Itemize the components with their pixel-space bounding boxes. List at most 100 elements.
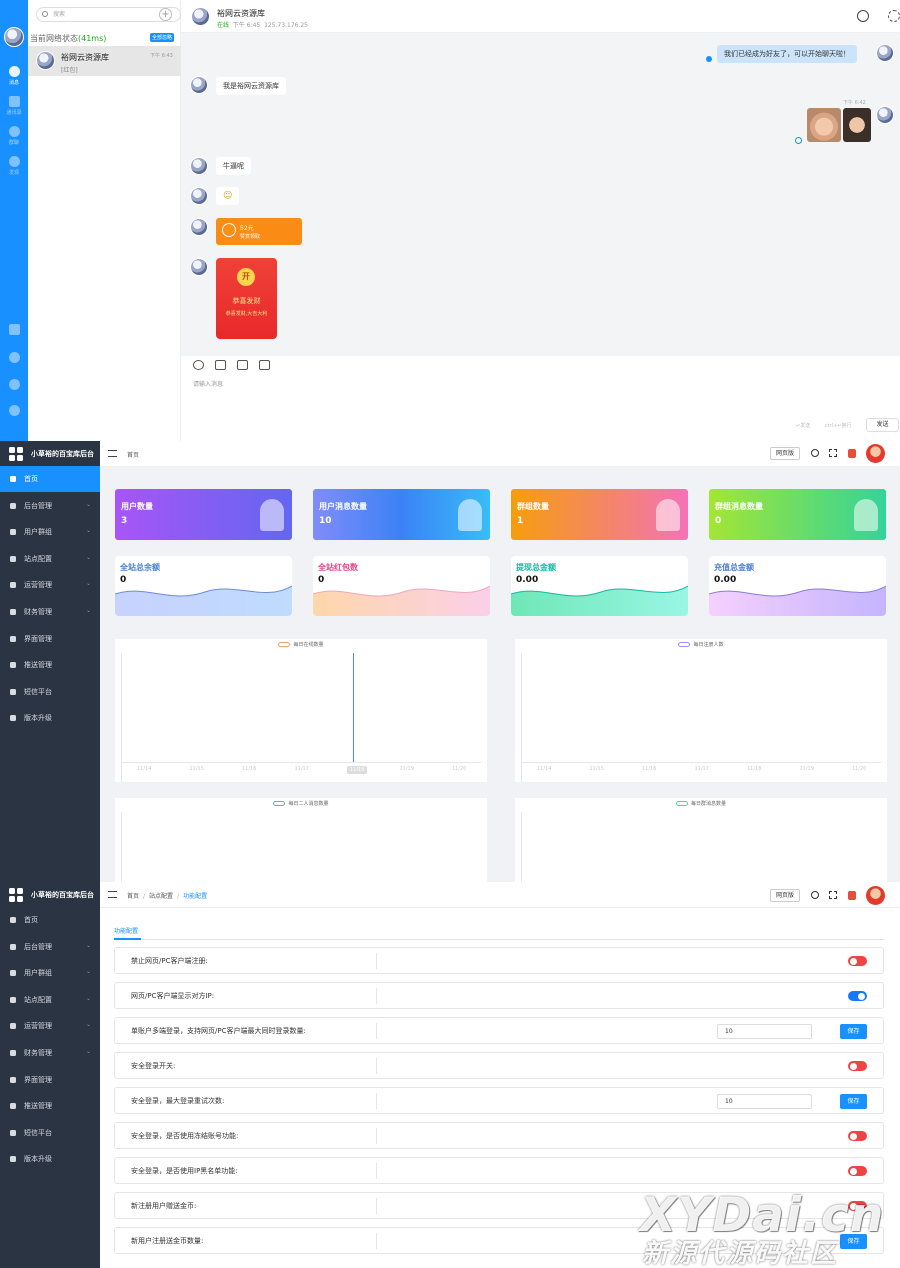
self-avatar [876, 44, 894, 62]
config-toggle[interactable] [848, 1201, 867, 1211]
menu-fold-icon[interactable] [108, 891, 117, 898]
breadcrumb: 首页 / 站点配置 / 功能配置 [127, 893, 208, 900]
backend-icon [10, 943, 16, 950]
my-avatar[interactable] [4, 27, 24, 47]
sidebar-item-interface[interactable]: 界面管理 [0, 1067, 100, 1093]
stat-card[interactable]: 用户消息数量 10 [313, 489, 490, 540]
rail-groups[interactable]: 群聊 [0, 126, 28, 146]
config-toggle[interactable] [848, 956, 867, 966]
sidebar-item-user-groups[interactable]: 用户群组 ⌄ [0, 519, 100, 545]
image-icon[interactable] [215, 360, 226, 370]
sidebar-item-upgrade[interactable]: 版本升级 [0, 1146, 100, 1172]
sidebar-item-site-config[interactable]: 站点配置 ⌄ [0, 987, 100, 1013]
config-toggle[interactable] [848, 991, 867, 1001]
config-number-input[interactable]: 10 [717, 1094, 812, 1109]
web-version-button[interactable]: 网页版 [770, 889, 800, 902]
sidebar-item-sms[interactable]: 短信平台 [0, 1120, 100, 1146]
x-tick-label: 11/19 [799, 766, 814, 772]
watermark: XYDai.cn [640, 1188, 885, 1243]
admin-avatar[interactable] [866, 444, 885, 463]
sidebar-item-user-groups[interactable]: 用户群组 ⌄ [0, 960, 100, 986]
money-card[interactable]: 充值总金额 0.00 [709, 556, 886, 616]
transfer-amount: 52元 [240, 225, 254, 232]
save-button[interactable]: 保存 [840, 1094, 867, 1109]
search-icon[interactable] [811, 891, 819, 899]
fullscreen-icon[interactable] [829, 449, 837, 457]
ignore-all-button[interactable]: 全部忽略 [150, 33, 175, 42]
admin-sidebar [0, 441, 100, 882]
sidebar-item-operations[interactable]: 运营管理 ⌄ [0, 1013, 100, 1039]
chart-legend[interactable]: 每日群消息数量 [515, 800, 887, 807]
fullscreen-icon[interactable] [829, 891, 837, 899]
admin-avatar[interactable] [866, 886, 885, 905]
send-button[interactable]: 发送 [866, 418, 899, 432]
contact-avatar-msg [190, 187, 208, 205]
contact-status: 在线 下午 6:45 125.73.176.25 [217, 22, 308, 29]
tab-function-config[interactable]: 功能配置 [114, 928, 139, 935]
sidebar-item-backend[interactable]: 后台管理 ⌄ [0, 493, 100, 519]
emoji-message[interactable]: ☺ [216, 187, 240, 205]
sidebar-item-push[interactable]: 推送管理 [0, 1093, 100, 1119]
chart-legend[interactable]: 每日注册人数 [515, 641, 887, 648]
chart-legend[interactable]: 每日在线数量 [115, 641, 487, 648]
sidebar-item-interface[interactable]: 界面管理 [0, 626, 100, 652]
money-card[interactable]: 提现总金额 0.00 [511, 556, 688, 616]
rail-calendar[interactable] [0, 324, 28, 337]
sidebar-item-finance[interactable]: 财务管理 ⌄ [0, 1040, 100, 1066]
sidebar-item-site-config[interactable]: 站点配置 ⌄ [0, 546, 100, 572]
y-axis [521, 812, 522, 882]
push-icon [10, 1103, 16, 1110]
money-card[interactable]: 全站总余额 0 [115, 556, 292, 616]
video-icon[interactable] [237, 360, 248, 370]
row-divider [376, 1128, 377, 1144]
save-button[interactable]: 保存 [840, 1024, 867, 1039]
menu-fold-icon[interactable] [108, 450, 117, 457]
sidebar-item-operations[interactable]: 运营管理 ⌄ [0, 572, 100, 598]
people-icon [854, 499, 878, 531]
rail-send[interactable] [0, 379, 28, 392]
rail-discover[interactable]: 发现 [0, 156, 28, 176]
sidebar-item-home[interactable]: 首页 [0, 907, 100, 933]
tab-underline [114, 938, 141, 940]
row-divider [376, 1093, 377, 1109]
red-packet-open-button[interactable]: 开 [237, 268, 255, 286]
stat-card[interactable]: 群组消息数量 0 [709, 489, 886, 540]
sidebar-item-sms[interactable]: 短信平台 [0, 679, 100, 705]
message-bubble[interactable]: 牛逼呢 [216, 157, 251, 175]
config-toggle[interactable] [848, 1061, 867, 1071]
stat-card[interactable]: 群组数量 1 [511, 489, 688, 540]
add-button[interactable]: + [159, 8, 172, 21]
sidebar-item-backend[interactable]: 后台管理 ⌄ [0, 934, 100, 960]
sidebar-item-upgrade[interactable]: 版本升级 [0, 705, 100, 731]
sidebar-item-home[interactable]: 首页 [0, 466, 100, 492]
config-toggle[interactable] [848, 1166, 867, 1176]
history-icon[interactable] [857, 10, 869, 22]
sticker-image[interactable] [843, 108, 871, 142]
contact-avatar[interactable] [191, 7, 210, 26]
search-input[interactable]: 搜索 [36, 7, 181, 22]
web-version-button[interactable]: 网页版 [770, 447, 800, 460]
message-bubble-self[interactable]: 我们已经成为好友了，可以开始聊天啦！ [717, 45, 857, 63]
search-icon[interactable] [811, 449, 819, 457]
message-input[interactable]: 请输入消息 [193, 381, 224, 388]
sticker-image[interactable] [807, 108, 841, 142]
conversation-last-message: [红包] [61, 67, 78, 74]
emoji-icon[interactable] [193, 360, 204, 370]
money-card[interactable]: 全站红包数 0 [313, 556, 490, 616]
sidebar-item-push[interactable]: 推送管理 [0, 652, 100, 678]
chart-legend[interactable]: 每日二人消息数量 [115, 800, 487, 807]
config-number-input[interactable]: 10 [717, 1024, 812, 1039]
config-toggle[interactable] [848, 1131, 867, 1141]
message-bubble[interactable]: 我是裕网云资源库 [216, 77, 286, 95]
rail-settings[interactable] [0, 405, 28, 418]
gift-icon[interactable] [848, 449, 856, 458]
rail-contacts[interactable]: 通讯录 [0, 96, 28, 116]
rail-shield[interactable] [0, 352, 28, 365]
sidebar-item-finance[interactable]: 财务管理 ⌄ [0, 599, 100, 625]
gift-icon[interactable] [848, 891, 856, 900]
stat-card[interactable]: 用户数量 3 [115, 489, 292, 540]
chat-settings-icon[interactable] [888, 10, 900, 22]
save-button[interactable]: 保存 [840, 1234, 867, 1249]
folder-icon[interactable] [259, 360, 270, 370]
rail-messages[interactable]: 消息 [0, 66, 28, 86]
